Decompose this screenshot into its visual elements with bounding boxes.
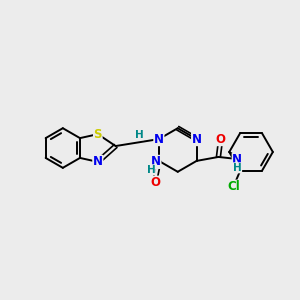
Text: N: N — [232, 153, 242, 167]
Text: H: H — [147, 165, 155, 175]
Text: Cl: Cl — [228, 180, 241, 193]
Text: N: N — [151, 155, 161, 168]
Text: N: N — [192, 133, 202, 146]
Text: O: O — [150, 176, 160, 189]
Text: N: N — [154, 133, 164, 146]
Text: H: H — [135, 130, 144, 140]
Text: O: O — [215, 133, 225, 146]
Text: N: N — [93, 155, 103, 168]
Text: S: S — [94, 128, 102, 141]
Text: H: H — [233, 163, 242, 173]
